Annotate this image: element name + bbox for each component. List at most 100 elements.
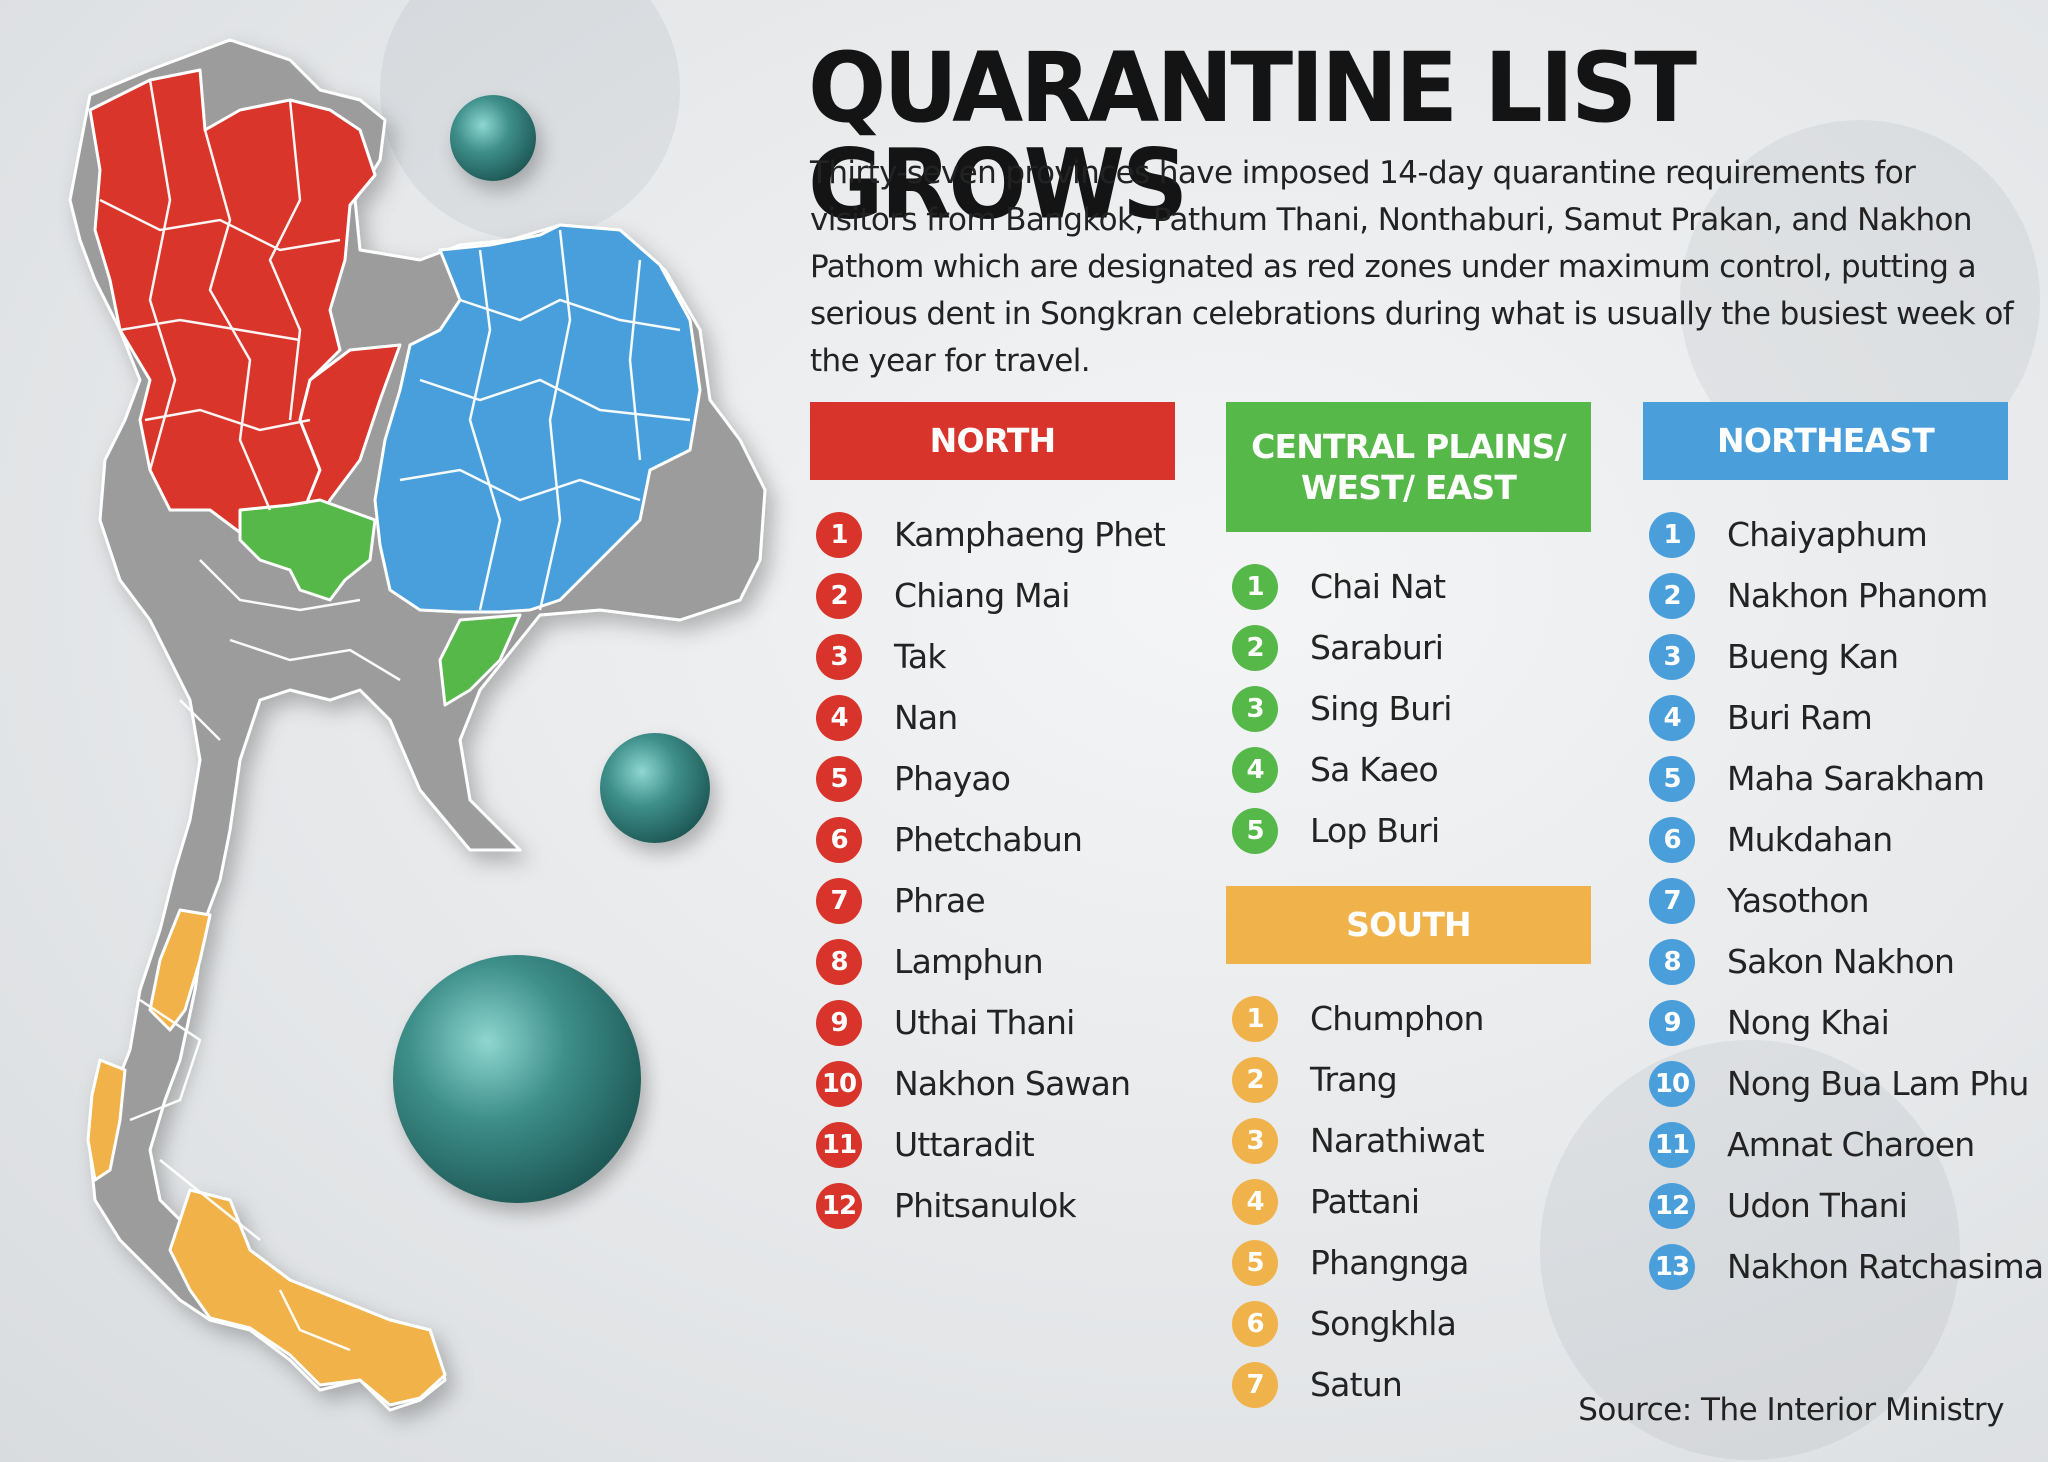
central-header-line1: CENTRAL PLAINS/ [1251,426,1567,466]
province-list-item: 1 Kamphaeng Phet [810,504,1175,565]
province-name: Saraburi [1310,628,1444,667]
map-region-south [148,908,212,1032]
province-name: Udon Thani [1727,1186,1908,1225]
virus-sphere-decoration [600,733,710,843]
province-name: Songkhla [1310,1304,1457,1343]
province-number-badge: 1 [1649,511,1695,558]
north-column: NORTH 1 Kamphaeng Phet 2 Chiang Mai 3 Tak 4 Nan… [810,402,1175,1236]
province-list-item: 6 Mukdahan [1643,809,2008,870]
province-boundaries [99,79,691,1352]
province-name: Yasothon [1727,881,1870,920]
province-number-badge: 8 [816,938,862,985]
province-name: Uttaradit [894,1125,1035,1164]
thailand-map [68,38,767,1412]
province-list-item: 3 Narathiwat [1226,1110,1591,1171]
map-region-south [168,1188,447,1407]
province-list-item: 2 Trang [1226,1049,1591,1110]
province-number-badge: 4 [816,694,862,741]
province-name: Chaiyaphum [1727,515,1928,554]
province-number-badge: 11 [1649,1121,1695,1168]
province-name: Bueng Kan [1727,637,1899,676]
province-list-item: 1 Chumphon [1226,988,1591,1049]
province-number-badge: 9 [816,999,862,1046]
province-name: Phrae [894,881,986,920]
province-list-item: 12 Udon Thani [1643,1175,2008,1236]
source-credit: Source: The Interior Ministry [1578,1392,2004,1428]
province-list-item: 7 Yasothon [1643,870,2008,931]
central-column: CENTRAL PLAINS/ WEST/ EAST 1 Chai Nat 2 Sar… [1226,402,1591,861]
province-number-badge: 9 [1649,999,1695,1046]
province-name: Kamphaeng Phet [894,515,1166,554]
province-list-item: 6 Phetchabun [810,809,1175,870]
map-region-central [238,498,377,602]
province-number-badge: 4 [1232,746,1278,793]
province-number-badge: 2 [1232,1056,1278,1103]
province-list-item: 8 Lamphun [810,931,1175,992]
province-number-badge: 3 [1232,1117,1278,1164]
province-list-item: 3 Sing Buri [1226,678,1591,739]
page-title: QUARANTINE LIST GROWS [808,31,1697,241]
province-number-badge: 10 [816,1060,862,1107]
province-number-badge: 1 [816,511,862,558]
province-list-item: 2 Nakhon Phanom [1643,565,2008,626]
province-number-badge: 6 [816,816,862,863]
province-list-item: 2 Saraburi [1226,617,1591,678]
province-name: Mukdahan [1727,820,1893,859]
province-name: Nong Khai [1727,1003,1890,1042]
province-number-badge: 7 [816,877,862,924]
province-name: Phetchabun [894,820,1083,859]
province-number-badge: 3 [1232,685,1278,732]
province-number-badge: 2 [816,572,862,619]
province-list-item: 1 Chai Nat [1226,556,1591,617]
province-list-item: 4 Pattani [1226,1171,1591,1232]
province-list-item: 5 Lop Buri [1226,800,1591,861]
province-number-badge: 13 [1649,1243,1695,1290]
northeast-province-list: 1 Chaiyaphum 2 Nakhon Phanom 3 Bueng Kan 4 Buri… [1643,504,2044,1297]
province-name: Trang [1310,1060,1398,1099]
central-header-line2: WEST/ EAST [1300,468,1517,507]
province-name: Nong Bua Lam Phu [1727,1064,2029,1103]
province-list-item: 5 Phangnga [1226,1232,1591,1293]
map-region-central [438,613,522,707]
northeast-header: NORTHEAST [1643,402,2008,480]
province-name: Sakon Nakhon [1727,942,1955,981]
intro-paragraph: Thirty-seven provinces have imposed 14-d… [810,155,2014,379]
province-name: Lop Buri [1310,811,1440,850]
south-header: SOUTH [1226,886,1591,964]
province-number-badge: 3 [1649,633,1695,680]
province-number-badge: 7 [1232,1361,1278,1408]
province-name: Pattani [1310,1182,1420,1221]
province-number-badge: 7 [1649,877,1695,924]
province-name: Chumphon [1310,999,1484,1038]
province-name: Tak [894,637,946,676]
province-name: Nakhon Ratchasima [1727,1247,2044,1286]
province-name: Sa Kaeo [1310,750,1439,789]
province-name: Phitsanulok [894,1186,1077,1225]
province-name: Nakhon Phanom [1727,576,1988,615]
province-number-badge: 12 [816,1182,862,1229]
province-list-item: 3 Tak [810,626,1175,687]
province-number-badge: 5 [1232,807,1278,854]
south-province-list: 1 Chumphon 2 Trang 3 Narathiwat 4 Pattani 5 Phang… [1226,988,1591,1415]
province-name: Phangnga [1310,1243,1469,1282]
province-name: Satun [1310,1365,1403,1404]
province-name: Chai Nat [1310,567,1446,606]
province-number-badge: 6 [1649,816,1695,863]
province-number-badge: 1 [1232,995,1278,1042]
virus-sphere-decoration [450,95,536,181]
province-name: Sing Buri [1310,689,1452,728]
province-list-item: 7 Satun [1226,1354,1591,1415]
central-province-list: 1 Chai Nat 2 Saraburi 3 Sing Buri 4 Sa Kaeo 5 Lop… [1226,556,1591,861]
province-list-item: 3 Bueng Kan [1643,626,2008,687]
province-list-item: 10 Nong Bua Lam Phu [1643,1053,2029,1114]
province-name: Chiang Mai [894,576,1070,615]
province-number-badge: 5 [1649,755,1695,802]
northeast-column: NORTHEAST 1 Chaiyaphum 2 Nakhon Phanom 3 Buen… [1643,402,2044,1297]
province-name: Nakhon Sawan [894,1064,1131,1103]
province-list-item: 9 Uthai Thani [810,992,1175,1053]
north-header: NORTH [810,402,1175,480]
province-name: Phayao [894,759,1011,798]
province-number-badge: 11 [816,1121,862,1168]
province-name: Narathiwat [1310,1121,1485,1160]
province-name: Uthai Thani [894,1003,1075,1042]
